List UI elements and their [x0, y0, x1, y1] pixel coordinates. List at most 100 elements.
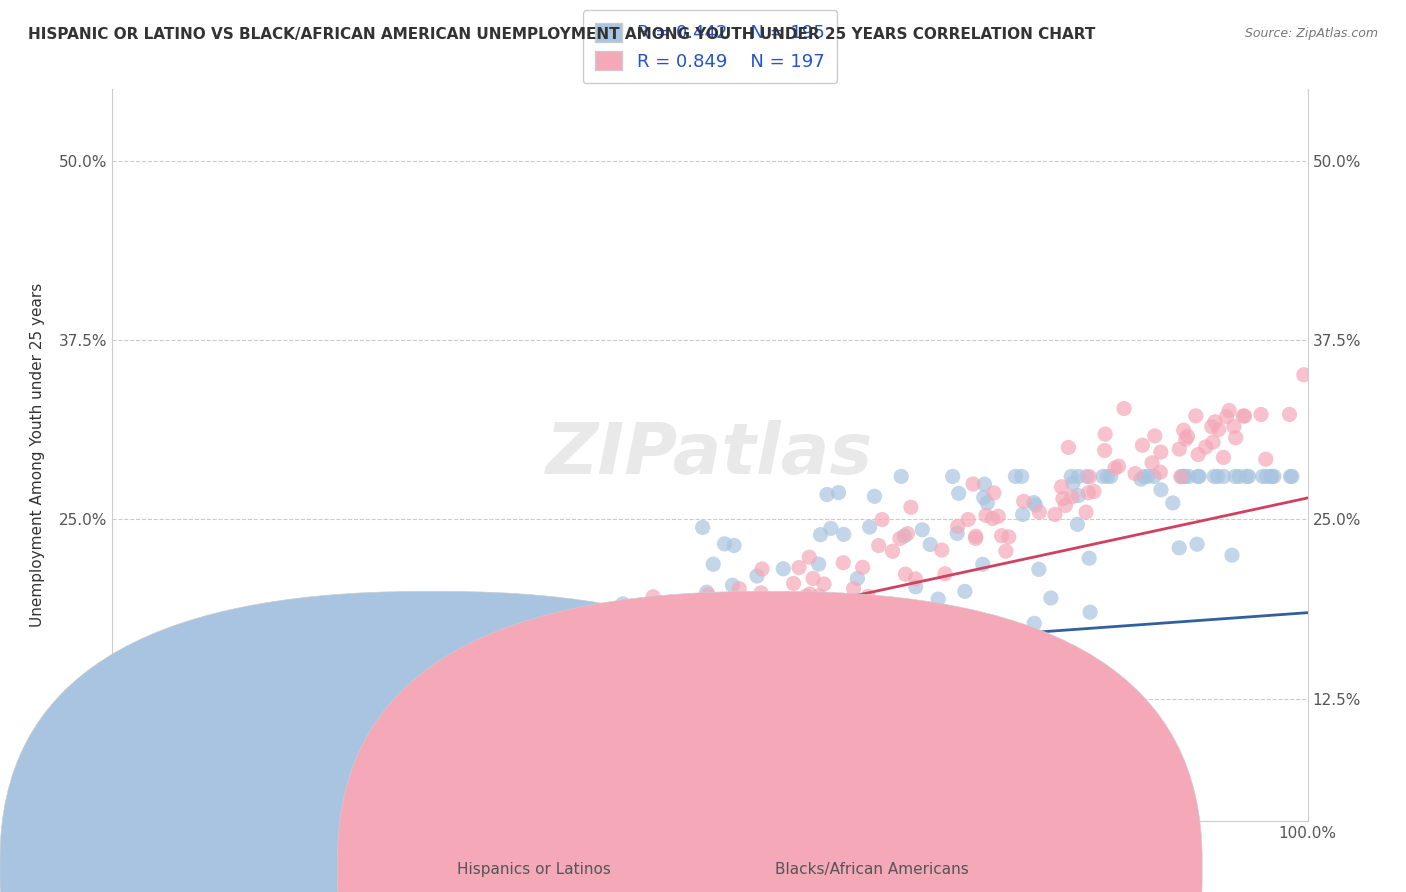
Point [852, 560, 875, 574]
Point [287, 769, 309, 783]
Point [499, 692, 522, 706]
Point [713, 537, 735, 551]
Point [1177, 429, 1199, 443]
Point [782, 576, 804, 591]
Point [312, 780, 335, 794]
Point [872, 606, 894, 620]
Point [962, 477, 984, 491]
Point [346, 743, 368, 757]
Point [593, 696, 616, 710]
Point [931, 543, 953, 558]
Point [209, 828, 232, 842]
Point [1024, 498, 1046, 512]
Point [647, 793, 669, 807]
Point [808, 589, 831, 603]
Point [288, 772, 311, 787]
Point [409, 785, 432, 799]
Point [340, 815, 363, 830]
Point [765, 624, 787, 638]
Point [858, 643, 880, 657]
Point [193, 828, 215, 842]
Point [538, 667, 561, 681]
Point [946, 519, 969, 533]
Point [509, 769, 531, 783]
Point [1143, 469, 1166, 483]
Point [283, 812, 305, 826]
Point [976, 496, 998, 510]
Point [987, 509, 1010, 524]
Point [721, 578, 744, 592]
Point [474, 748, 496, 763]
Point [751, 562, 773, 576]
Point [1150, 483, 1173, 497]
Point [502, 684, 524, 698]
Point [1099, 469, 1122, 483]
Point [571, 662, 593, 676]
Point [352, 746, 374, 760]
Point [965, 532, 987, 546]
Point [749, 586, 772, 600]
Point [1202, 435, 1225, 450]
Point [830, 622, 852, 636]
Point [994, 544, 1017, 558]
Point [1251, 469, 1274, 483]
Point [627, 669, 650, 683]
Point [856, 590, 879, 604]
Point [706, 603, 728, 617]
Text: ZIPatlas: ZIPatlas [547, 420, 873, 490]
Point [1104, 461, 1126, 475]
Point [190, 828, 212, 842]
Point [1130, 472, 1153, 486]
Point [132, 828, 155, 842]
Point [1173, 469, 1195, 483]
Point [1112, 401, 1135, 416]
Point [534, 693, 557, 707]
Point [641, 654, 664, 668]
Point [125, 814, 148, 828]
Point [1237, 469, 1260, 483]
Point [1136, 469, 1159, 483]
Point [236, 778, 259, 792]
Point [139, 828, 162, 842]
Point [314, 787, 336, 801]
Point [612, 723, 634, 738]
Point [1078, 605, 1101, 619]
Point [318, 740, 340, 755]
Point [1236, 469, 1258, 483]
Point [1227, 469, 1250, 483]
Point [527, 673, 550, 688]
Point [787, 560, 810, 574]
Point [451, 723, 474, 738]
Point [1039, 591, 1062, 605]
Point [745, 569, 768, 583]
Point [626, 665, 648, 680]
Point [402, 653, 425, 667]
Point [391, 828, 413, 842]
Point [870, 512, 893, 526]
Point [776, 602, 799, 616]
Point [1161, 496, 1184, 510]
Point [465, 656, 488, 670]
Point [904, 580, 927, 594]
Point [412, 750, 434, 764]
Point [274, 828, 297, 842]
Point [1208, 422, 1230, 436]
Point [378, 733, 401, 747]
Point [245, 828, 267, 842]
Point [617, 629, 640, 643]
Point [723, 538, 745, 552]
Point [776, 591, 799, 606]
Point [374, 816, 396, 830]
Point [990, 529, 1012, 543]
Point [1024, 616, 1046, 631]
Point [190, 828, 212, 842]
Point [643, 590, 665, 604]
Point [461, 803, 484, 817]
Point [117, 814, 139, 828]
Point [342, 759, 364, 773]
Point [581, 679, 603, 693]
Point [177, 828, 200, 842]
Point [1066, 517, 1088, 532]
Point [207, 828, 229, 842]
Point [602, 622, 624, 636]
